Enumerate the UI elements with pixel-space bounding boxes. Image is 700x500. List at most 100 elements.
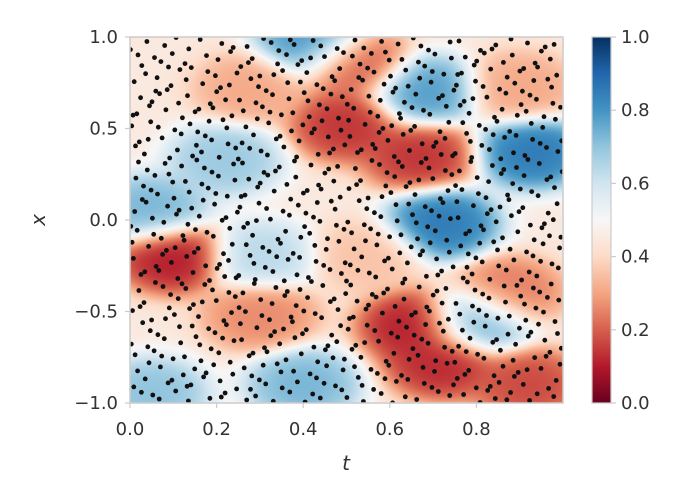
sample-point <box>522 153 528 158</box>
colorbar-tick-label: 0.0 <box>621 393 650 414</box>
sample-point <box>410 346 416 351</box>
sample-point <box>405 83 411 89</box>
sample-point <box>450 264 456 270</box>
sample-point <box>239 140 245 146</box>
sample-point <box>275 61 280 67</box>
sample-point <box>303 327 309 333</box>
sample-point <box>173 388 179 394</box>
sample-point <box>374 242 380 248</box>
sample-point <box>488 207 494 213</box>
x-tick-label: 0.4 <box>289 419 318 440</box>
sample-point <box>257 180 263 186</box>
sample-point <box>282 293 288 298</box>
sample-point <box>402 276 408 282</box>
sample-point <box>322 170 328 176</box>
y-tick-label: 1.0 <box>89 27 118 48</box>
sample-point <box>193 334 199 340</box>
sample-point <box>213 298 219 303</box>
sample-point <box>209 169 215 175</box>
sample-point <box>256 200 262 206</box>
sample-point <box>476 123 482 128</box>
sample-point <box>194 142 199 148</box>
sample-point <box>439 268 444 274</box>
sample-point <box>220 335 226 341</box>
sample-point <box>386 362 392 368</box>
sample-point <box>513 133 519 138</box>
x-tick-label: 0.6 <box>375 419 404 440</box>
heatmap-field <box>130 37 563 403</box>
sample-point <box>520 88 525 94</box>
sample-point <box>492 396 498 401</box>
sample-point <box>342 356 347 362</box>
sample-point <box>246 176 252 182</box>
sample-point <box>413 91 419 97</box>
sample-point <box>290 110 296 116</box>
sample-point <box>302 399 308 403</box>
sample-point <box>487 147 492 152</box>
sample-point <box>253 393 258 399</box>
sample-point <box>517 325 522 331</box>
sample-point <box>152 55 157 60</box>
sample-point <box>150 215 155 221</box>
sample-point <box>496 380 502 385</box>
sample-point <box>425 340 431 346</box>
sample-point <box>467 335 473 341</box>
sample-point <box>416 284 422 290</box>
sample-point <box>279 112 284 118</box>
sample-point <box>539 48 544 54</box>
sample-point <box>134 111 140 117</box>
sample-point <box>287 389 293 395</box>
sample-point <box>189 323 195 329</box>
sample-point <box>224 125 230 131</box>
sample-point <box>367 109 373 115</box>
sample-point <box>419 336 425 342</box>
sample-point <box>262 265 268 270</box>
sample-point <box>162 43 168 48</box>
sample-point <box>533 305 539 311</box>
sample-point <box>131 79 137 85</box>
sample-point <box>243 309 248 314</box>
sample-point <box>540 125 546 130</box>
sample-point <box>182 61 188 66</box>
sample-point <box>393 202 399 208</box>
sample-point <box>424 304 430 310</box>
sample-point <box>462 372 468 377</box>
sample-point <box>280 68 285 73</box>
sample-point <box>361 45 367 51</box>
sample-point <box>210 287 215 293</box>
sample-point <box>483 195 489 201</box>
sample-point <box>130 223 134 229</box>
sample-point <box>246 353 252 359</box>
sample-point <box>327 267 333 272</box>
sample-point <box>182 354 187 360</box>
sample-point <box>320 86 326 92</box>
sample-point <box>264 206 269 211</box>
sample-point <box>219 41 225 46</box>
sample-point <box>429 208 434 214</box>
sample-point <box>511 257 517 263</box>
sample-point <box>555 265 561 271</box>
sample-point <box>179 163 185 169</box>
sample-point <box>139 197 145 202</box>
sample-point <box>366 93 372 99</box>
sample-point <box>383 183 389 189</box>
sample-point <box>544 177 550 183</box>
sample-point <box>437 129 443 135</box>
sample-point <box>391 154 397 159</box>
sample-point <box>136 288 142 293</box>
sample-point <box>349 346 355 352</box>
sample-point <box>547 56 553 62</box>
sample-point <box>538 258 543 264</box>
sample-point <box>404 324 409 330</box>
sample-point <box>443 286 449 291</box>
sample-point <box>307 371 313 377</box>
sample-point <box>435 272 441 278</box>
sample-point <box>528 121 534 126</box>
sample-point <box>183 77 189 83</box>
sample-point <box>281 278 287 284</box>
sample-point <box>276 48 282 53</box>
sample-point <box>351 105 357 111</box>
sample-point <box>538 366 544 371</box>
sample-point <box>151 348 157 354</box>
sample-point <box>360 77 365 83</box>
